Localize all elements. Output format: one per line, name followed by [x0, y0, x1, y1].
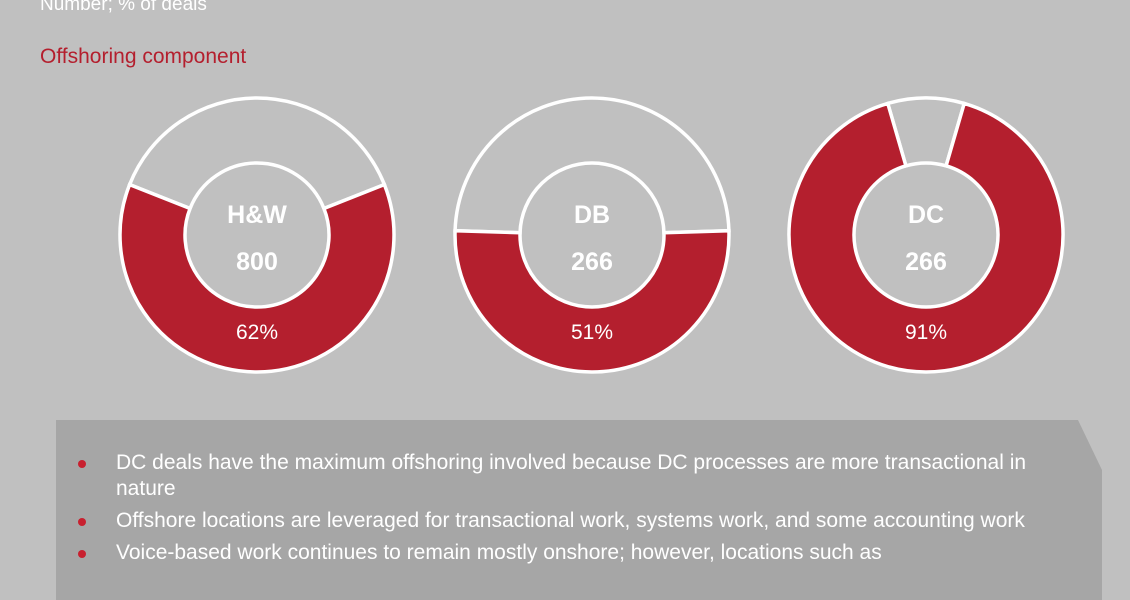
note-item: Offshore locations are leveraged for tra… — [78, 508, 1082, 534]
donut-percent-label: 51% — [571, 321, 613, 344]
note-text: Offshore locations are leveraged for tra… — [116, 509, 1025, 532]
donut-chart: DB 266 51% — [453, 96, 731, 374]
bullet-icon — [78, 550, 86, 558]
donut-percent-label: 91% — [905, 321, 947, 344]
bullet-icon — [78, 518, 86, 526]
offshoring-slice — [787, 101, 1065, 374]
donut-percent-label: 62% — [236, 321, 278, 344]
note-text: Voice-based work continues to remain mos… — [116, 541, 882, 564]
offshoring-slice — [453, 228, 731, 374]
offshoring-slice — [118, 182, 396, 374]
donut-center-label: DB — [574, 201, 610, 229]
remainder-slice — [453, 96, 731, 235]
remainder-slice — [127, 96, 387, 211]
notes-panel: DC deals have the maximum offshoring inv… — [56, 420, 1102, 600]
donut-center-label: DC — [908, 201, 944, 229]
donut-charts: H&W 800 62% DB 266 51% DC 266 91% — [118, 96, 1065, 374]
donut-deal-count: 266 — [571, 248, 613, 276]
note-item: DC deals have the maximum offshoring inv… — [78, 450, 1082, 502]
chart-subtitle: Number; % of deals — [40, 0, 207, 15]
note-item: Voice-based work continues to remain mos… — [78, 540, 1082, 566]
section-title: Offshoring component — [40, 45, 247, 68]
donut-deal-count: 800 — [236, 248, 278, 276]
bullet-icon — [78, 460, 86, 468]
note-text: DC deals have the maximum offshoring inv… — [116, 451, 1027, 500]
donut-center-label: H&W — [227, 201, 287, 229]
donut-deal-count: 266 — [905, 248, 947, 276]
donut-chart: DC 266 91% — [787, 96, 1065, 374]
notes-list: DC deals have the maximum offshoring inv… — [56, 420, 1102, 566]
donut-chart: H&W 800 62% — [118, 96, 396, 374]
